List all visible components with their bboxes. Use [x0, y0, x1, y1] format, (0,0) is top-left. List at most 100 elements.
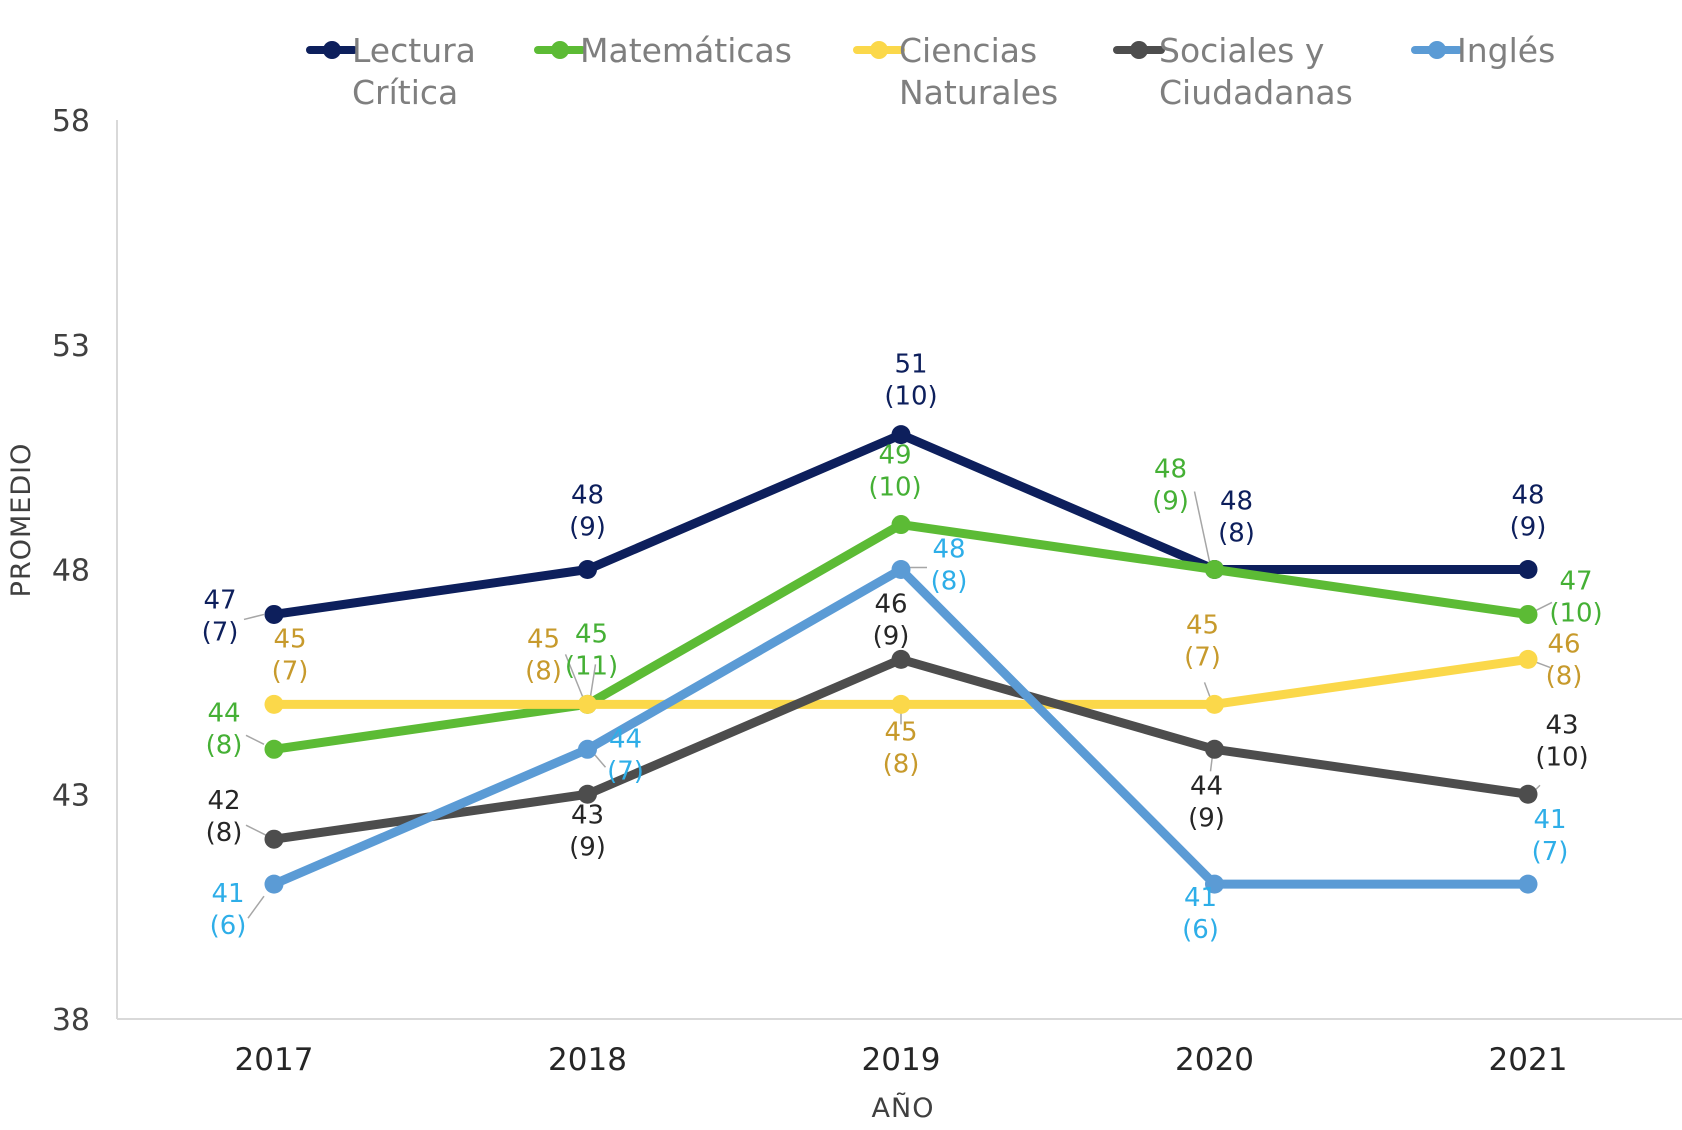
leader-line — [245, 734, 265, 745]
data-label-value: 46 — [1547, 629, 1580, 659]
x-tick-label: 2017 — [235, 1042, 314, 1078]
leader-line — [564, 654, 584, 697]
series-ciencias-naturales — [264, 649, 1538, 714]
data-point — [264, 604, 284, 624]
data-label-value: 41 — [211, 879, 244, 909]
chart-legend: Lectura Crítica Matemáticas Ciencias Natural… — [306, 31, 1555, 112]
series-matematicas — [264, 515, 1538, 759]
data-point — [1205, 694, 1224, 714]
data-label-deviation: (6) — [210, 911, 247, 941]
y-tick-label: 38 — [52, 1003, 90, 1038]
legend-marker — [1428, 41, 1446, 59]
data-label-deviation: (8) — [1546, 661, 1583, 691]
data-label-value: 43 — [571, 800, 604, 830]
series-lines — [264, 425, 1538, 894]
legend-item-ciencias-naturales: Ciencias Naturales — [853, 31, 1058, 112]
legend-marker — [323, 41, 341, 59]
data-label-value: 48 — [571, 481, 604, 511]
data-label-deviation: (11) — [565, 651, 618, 681]
data-label-value: 44 — [207, 698, 240, 728]
data-point — [264, 739, 284, 759]
data-label-value: 43 — [1545, 710, 1578, 740]
data-point — [891, 425, 911, 445]
data-point — [578, 739, 597, 759]
data-label-deviation: (9) — [1188, 803, 1225, 833]
data-label-value: 44 — [1190, 771, 1223, 801]
chart-axes — [116, 120, 1682, 1020]
leader-line — [589, 664, 597, 697]
data-label-deviation: (8) — [525, 656, 562, 686]
data-label-value: 47 — [203, 585, 236, 615]
y-tick-label: 48 — [52, 554, 90, 589]
legend-label: Matemáticas — [580, 31, 792, 70]
data-label-value: 49 — [878, 441, 911, 471]
legend-label: Inglés — [1457, 31, 1555, 70]
label-leader-lines — [243, 491, 1553, 919]
data-label-deviation: (9) — [873, 621, 910, 651]
legend-label: Ciencias Naturales — [899, 31, 1058, 112]
y-tick-label: 53 — [52, 329, 90, 364]
data-point — [1518, 649, 1538, 669]
data-label-deviation: (8) — [931, 567, 968, 597]
data-label-deviation: (7) — [607, 756, 644, 786]
legend-label: Sociales y Ciudadanas — [1159, 31, 1353, 112]
data-label-deviation: (8) — [883, 749, 920, 779]
data-point — [891, 694, 911, 714]
leader-line — [592, 752, 607, 768]
data-point — [891, 649, 911, 669]
data-label-deviation: (9) — [1510, 513, 1547, 543]
data-point — [1205, 739, 1224, 759]
leader-line — [245, 824, 267, 836]
data-point — [1518, 560, 1538, 579]
legend-item-lectura-critica: Lectura Crítica — [306, 31, 476, 112]
data-label-value: 47 — [1559, 566, 1592, 596]
x-tick-labels: 2017 2018 2019 2020 2021 — [235, 1042, 1568, 1078]
data-label-value: 45 — [884, 717, 917, 747]
data-point — [264, 874, 284, 894]
x-tick-label: 2018 — [548, 1042, 627, 1078]
data-point — [1518, 784, 1538, 804]
data-label-deviation: (10) — [1549, 598, 1602, 628]
data-point — [264, 829, 284, 849]
data-label-deviation: (9) — [569, 832, 606, 862]
data-label-value: 48 — [1220, 487, 1253, 517]
legend-marker — [870, 41, 888, 59]
data-label-value: 41 — [1533, 805, 1566, 835]
x-tick-label: 2020 — [1175, 1042, 1254, 1078]
y-axis-title: PROMEDIO — [6, 443, 37, 598]
data-point — [1205, 560, 1224, 579]
legend-item-matematicas: Matemáticas — [534, 31, 792, 70]
data-label-value: 44 — [609, 724, 642, 754]
legend-marker — [1130, 41, 1148, 59]
leader-line — [1203, 682, 1212, 699]
data-label-deviation: (9) — [569, 513, 606, 543]
data-label-value: 45 — [1186, 610, 1219, 640]
x-tick-label: 2019 — [862, 1042, 941, 1078]
data-point — [1518, 874, 1538, 894]
data-point — [1205, 874, 1224, 894]
data-label-deviation: (10) — [868, 473, 921, 503]
data-label-value: 41 — [1184, 883, 1217, 913]
x-axis-title: AÑO — [872, 1092, 935, 1124]
data-label-deviation: (8) — [206, 818, 243, 848]
data-label-deviation: (7) — [202, 617, 239, 647]
leader-line — [243, 613, 265, 621]
data-label-deviation: (7) — [1184, 642, 1221, 672]
data-point — [891, 515, 911, 535]
data-label-deviation: (10) — [884, 382, 937, 412]
data-point — [578, 560, 597, 579]
data-label-value: 45 — [273, 624, 306, 654]
y-tick-labels: 38 43 48 53 58 — [52, 104, 90, 1038]
leader-line — [1193, 491, 1211, 562]
y-tick-label: 43 — [52, 778, 90, 813]
series-sociales-y-ciudadanas — [264, 649, 1538, 849]
data-label-value: 48 — [1511, 481, 1544, 511]
data-label-deviation: (6) — [1182, 915, 1219, 945]
data-point — [264, 694, 284, 714]
data-labels: 47(7)48(9)51(10)48(8)48(9)44(8)45(11)49(… — [202, 350, 1603, 946]
y-tick-label: 58 — [52, 104, 90, 139]
data-label-value: 45 — [527, 624, 560, 654]
data-point — [578, 694, 597, 714]
data-label-deviation: (10) — [1535, 742, 1588, 772]
